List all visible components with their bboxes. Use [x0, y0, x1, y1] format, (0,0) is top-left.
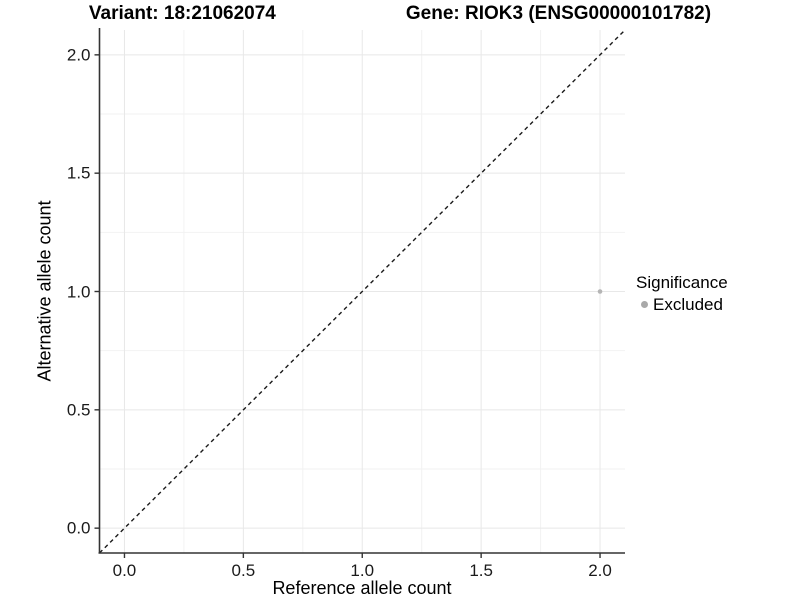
legend: Significance Excluded — [636, 272, 728, 315]
x-tick-label: 1.5 — [469, 561, 493, 580]
x-tick-label: 0.5 — [231, 561, 256, 580]
legend-point-icon — [641, 301, 648, 308]
y-tick-label: 1.0 — [66, 282, 91, 301]
data-point — [597, 289, 603, 294]
legend-item-label: Excluded — [653, 295, 723, 314]
x-tick-label: 2.0 — [588, 561, 612, 580]
y-tick-label: 2.0 — [66, 45, 91, 65]
x-tick-label: 1.0 — [350, 561, 375, 580]
plot-title: Variant: 18:21062074 Gene: RIOK3 (ENSG00… — [0, 3, 800, 25]
legend-title: Significance — [636, 273, 728, 292]
plot-title-gene: Gene: RIOK3 (ENSG00000101782) — [405, 3, 712, 24]
plot-title-variant: Variant: 18:21062074 — [88, 3, 276, 24]
legend-item: Excluded — [636, 294, 728, 315]
y-axis-title: Alternative allele count — [34, 200, 55, 382]
y-tick-label: 0.5 — [66, 400, 91, 420]
identity-line — [99, 29, 626, 554]
x-axis-title: Reference allele count — [272, 578, 452, 598]
x-tick-label: 0.0 — [112, 561, 137, 580]
y-tick-label: 1.5 — [66, 163, 91, 183]
y-tick-label: 0.0 — [66, 518, 91, 538]
